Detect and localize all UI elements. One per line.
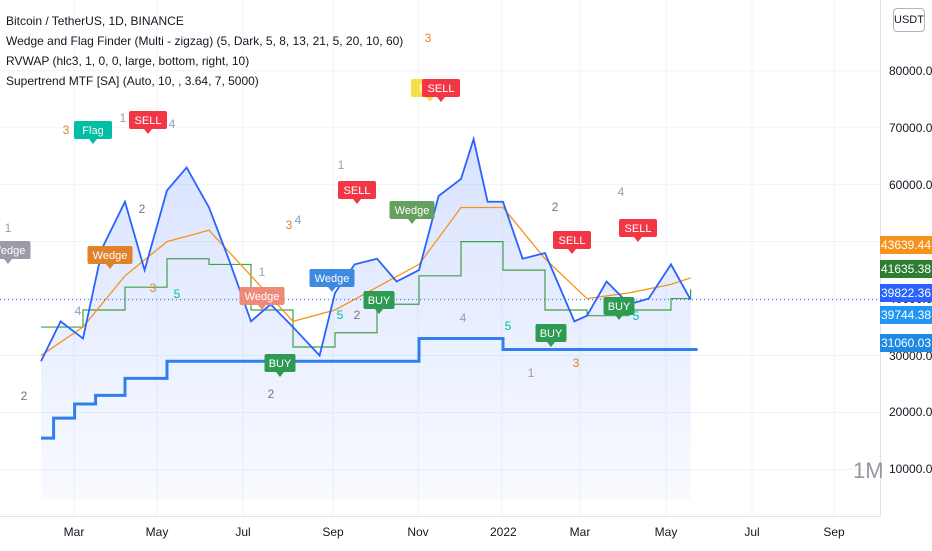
wave-label: 3: [286, 218, 293, 232]
annotation-label: Wedge: [315, 273, 350, 285]
wave-label: 5: [337, 308, 344, 322]
wave-label: 5: [505, 319, 512, 333]
price-tag: 31060.03: [880, 334, 932, 352]
wave-label: 4: [75, 304, 82, 318]
annotation-label: SELL: [135, 115, 162, 127]
annotation-label: SELL: [625, 223, 652, 235]
x-tick-label: May: [654, 525, 678, 539]
annotation-label: Wedge: [395, 205, 430, 217]
wave-label: 3: [425, 31, 432, 45]
x-tick-label: Mar: [62, 525, 86, 539]
x-tick-label: Mar: [568, 525, 592, 539]
wave-label: 5: [174, 287, 181, 301]
annotation-sell-badge: SELL: [338, 181, 376, 204]
legend-supertrend[interactable]: Supertrend MTF [SA] (Auto, 10, , 3.64, 7…: [6, 71, 403, 91]
x-tick-label: Nov: [406, 525, 430, 539]
annotation-label: Wedge: [0, 245, 25, 257]
interval-watermark: 1M: [853, 458, 884, 484]
annotation-label: Wedge: [245, 291, 280, 303]
wave-label: 4: [618, 185, 625, 199]
wave-label: 3: [573, 356, 580, 370]
x-tick-label: Jul: [231, 525, 255, 539]
annotation-wedge-badge: Wedge: [0, 241, 31, 264]
wave-label: 3: [150, 281, 157, 295]
wave-label: 4: [460, 311, 467, 325]
annotation-label: BUY: [540, 328, 563, 340]
wave-label: 1: [338, 158, 345, 172]
y-tick-label: 60000.00: [889, 178, 932, 192]
wave-label: 1: [259, 265, 266, 279]
x-tick-label: Sep: [822, 525, 846, 539]
price-tag: 39822.36: [880, 284, 932, 302]
wave-label: 5: [90, 129, 97, 143]
annotation-label: SELL: [428, 83, 455, 95]
annotation-label: SELL: [559, 235, 586, 247]
x-tick-label: Sep: [321, 525, 345, 539]
wave-label: 4: [169, 117, 176, 131]
price-tag: 39744.38: [880, 306, 932, 324]
legend-rvwap[interactable]: RVWAP (hlc3, 1, 0, 0, large, bottom, rig…: [6, 51, 403, 71]
y-tick-label: 70000.00: [889, 121, 932, 135]
annotation-sell-badge: SELL: [129, 111, 167, 134]
legend-wedge-flag-finder[interactable]: Wedge and Flag Finder (Multi - zigzag) (…: [6, 31, 403, 51]
legend-symbol[interactable]: Bitcoin / TetherUS, 1D, BINANCE: [6, 11, 403, 31]
price-tag: 41635.38: [880, 260, 932, 278]
wave-label: 4: [295, 213, 302, 227]
annotation-label: BUY: [368, 295, 391, 307]
currency-button[interactable]: USDT: [893, 8, 925, 32]
wave-label: 3: [63, 123, 70, 137]
wave-label: 1: [5, 221, 12, 235]
annotation-label: BUY: [608, 301, 631, 313]
wave-label: 1: [120, 111, 127, 125]
annotation-label: SELL: [344, 185, 371, 197]
wave-label: 2: [139, 202, 146, 216]
wave-label: 2: [354, 308, 361, 322]
wave-label: 1: [528, 366, 535, 380]
annotation-label: BUY: [269, 358, 292, 370]
x-tick-label: 2022: [490, 525, 514, 539]
x-tick-label: Jul: [740, 525, 764, 539]
wave-label: 5: [633, 309, 640, 323]
chart-legend: Bitcoin / TetherUS, 1D, BINANCE Wedge an…: [6, 11, 403, 91]
annotation-wedge-badge: Wedge: [390, 201, 435, 224]
price-tag: 43639.44: [880, 236, 932, 254]
y-tick-label: 10000.00: [889, 462, 932, 476]
x-tick-label: May: [145, 525, 169, 539]
y-tick-label: 20000.00: [889, 405, 932, 419]
annotation-sell-badge: SELL: [619, 219, 657, 242]
y-tick-label: 80000.00: [889, 64, 932, 78]
annotation-label: Wedge: [93, 250, 128, 262]
wave-label: 2: [21, 389, 28, 403]
annotation-sell-badge: SELL: [553, 231, 591, 254]
wave-label: 2: [268, 387, 275, 401]
wave-label: 2: [552, 200, 559, 214]
